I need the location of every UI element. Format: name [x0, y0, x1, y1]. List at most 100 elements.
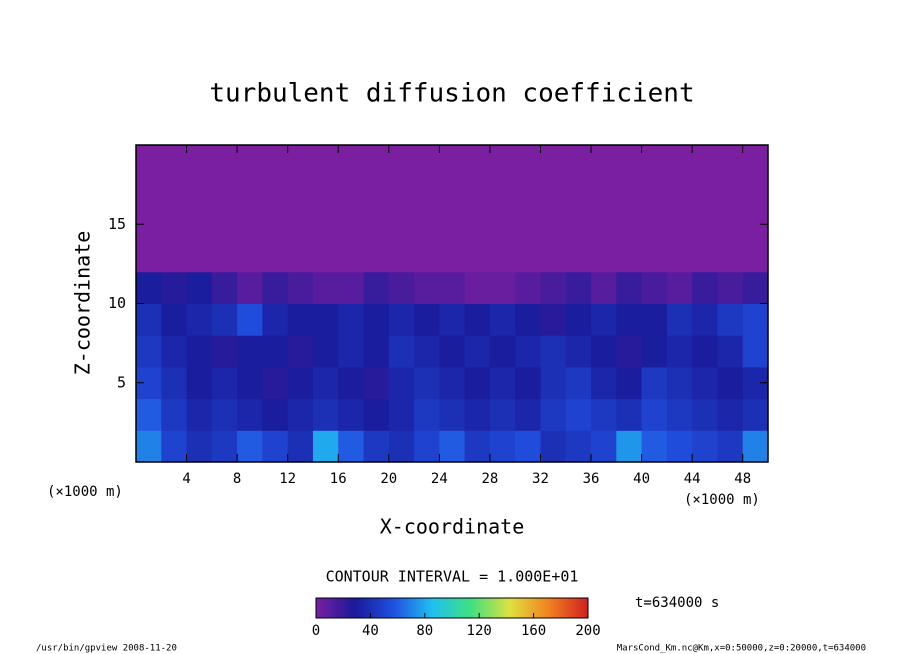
- field-cell: [515, 271, 541, 304]
- field-cell: [742, 335, 769, 368]
- x-tick-label: 32: [532, 471, 549, 487]
- field-cell: [287, 303, 314, 336]
- field-cell: [717, 303, 744, 336]
- field-cell: [540, 366, 567, 400]
- field-cell: [515, 145, 541, 178]
- field-cell: [388, 430, 415, 463]
- field-cell: [616, 398, 643, 431]
- field-cell: [363, 145, 390, 178]
- field-cell: [161, 303, 188, 336]
- field-cell: [591, 430, 617, 463]
- field-cell: [186, 176, 213, 209]
- field-cell: [363, 208, 390, 241]
- field-cell: [388, 240, 415, 273]
- field-cell: [414, 240, 440, 273]
- field-cell: [489, 430, 516, 463]
- field-cell: [312, 176, 339, 209]
- field-cell: [414, 271, 440, 304]
- field-cell: [616, 430, 643, 463]
- x-tick-label: 40: [633, 471, 650, 487]
- field-cell: [666, 176, 693, 209]
- field-cell: [540, 335, 567, 368]
- field-cell: [439, 303, 466, 336]
- field-cell: [515, 303, 541, 336]
- field-cell: [287, 145, 314, 178]
- field-cell: [439, 145, 466, 178]
- x-tick-label: 20: [380, 471, 397, 487]
- field-cell: [641, 335, 668, 368]
- field-cell: [717, 208, 744, 241]
- field-cell: [262, 240, 289, 273]
- field-cell: [161, 145, 188, 178]
- field-cell: [616, 271, 643, 304]
- field-cell: [717, 366, 744, 400]
- field-cell: [211, 335, 238, 368]
- colorbar-tick-label: 120: [467, 623, 492, 639]
- field-cell: [489, 145, 516, 178]
- field-cell: [666, 366, 693, 400]
- field-cell: [237, 145, 263, 178]
- field-cell: [388, 271, 415, 304]
- field-cell: [565, 271, 592, 304]
- colorbar-tick-label: 160: [521, 623, 546, 639]
- field-cell: [262, 176, 289, 209]
- field-cell: [338, 335, 365, 368]
- field-cell: [565, 430, 592, 463]
- field-cell: [312, 145, 339, 178]
- field-cell: [515, 335, 541, 368]
- field-cell: [591, 303, 617, 336]
- field-cell: [186, 398, 213, 431]
- x-tick-label: 28: [481, 471, 498, 487]
- field-cell: [464, 208, 491, 241]
- field-cell: [616, 145, 643, 178]
- field-cell: [540, 303, 567, 336]
- field-cell: [414, 303, 440, 336]
- field-cell: [489, 240, 516, 273]
- field-cell: [692, 303, 718, 336]
- field-cell: [136, 335, 162, 368]
- field-cell: [489, 271, 516, 304]
- field-cell: [666, 303, 693, 336]
- field-cell: [540, 240, 567, 273]
- field-cell: [211, 176, 238, 209]
- x-unit-label: (×1000 m): [684, 492, 760, 508]
- field-cell: [388, 208, 415, 241]
- field-cell: [287, 430, 314, 463]
- field-cell: [414, 366, 440, 400]
- field-cell: [591, 145, 617, 178]
- field-cell: [641, 208, 668, 241]
- field-cell: [388, 145, 415, 178]
- field-cell: [692, 398, 718, 431]
- field-cell: [717, 145, 744, 178]
- field-cell: [565, 176, 592, 209]
- field-cell: [338, 303, 365, 336]
- field-cell: [262, 366, 289, 400]
- field-cell: [186, 240, 213, 273]
- field-cell: [262, 271, 289, 304]
- field-cell: [489, 208, 516, 241]
- field-cell: [464, 145, 491, 178]
- field-cell: [742, 430, 769, 463]
- field-cell: [136, 176, 162, 209]
- field-cell: [186, 335, 213, 368]
- field-cell: [742, 398, 769, 431]
- field-cell: [363, 271, 390, 304]
- field-cell: [540, 145, 567, 178]
- x-axis-label: X-coordinate: [380, 515, 525, 539]
- field-cell: [565, 145, 592, 178]
- field-cell: [262, 303, 289, 336]
- colorbar-tick-label: 40: [362, 623, 379, 639]
- field-cell: [161, 335, 188, 368]
- x-tick-label: 8: [233, 471, 241, 487]
- field-cell: [692, 145, 718, 178]
- field-cell: [616, 335, 643, 368]
- field-cell: [641, 430, 668, 463]
- field-cell: [540, 208, 567, 241]
- field-cell: [338, 176, 365, 209]
- field-cell: [515, 430, 541, 463]
- field-cell: [565, 303, 592, 336]
- field-cell: [414, 398, 440, 431]
- field-cell: [363, 303, 390, 336]
- field-cell: [287, 366, 314, 400]
